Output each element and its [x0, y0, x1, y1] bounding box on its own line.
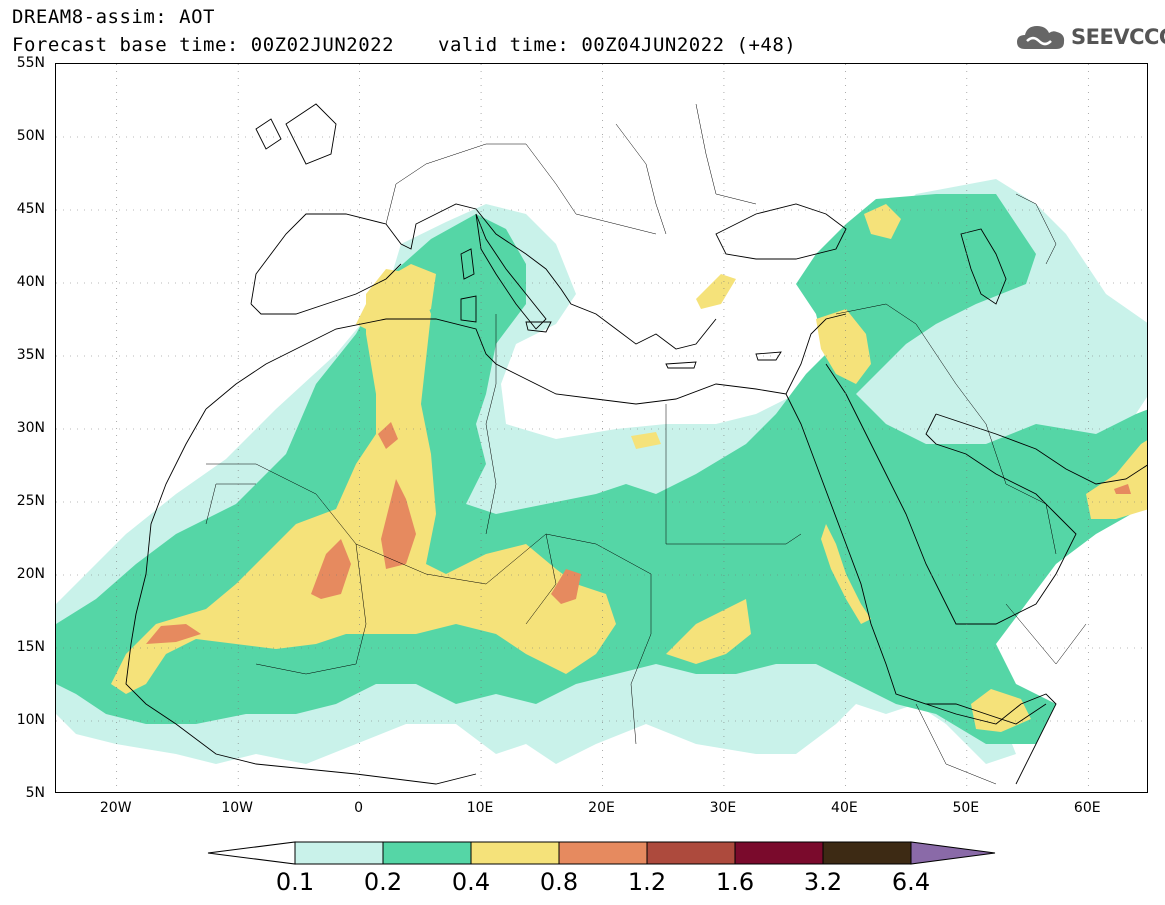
grid-lines [56, 64, 1147, 792]
colorbar-level-label: 0.4 [451, 868, 491, 896]
lon-label: 10E [466, 800, 494, 816]
colorbar-bin [470, 841, 560, 865]
seevccc-logo: SEEVCCC [1015, 22, 1165, 52]
aot-field-0.8-oman [1114, 484, 1131, 494]
aot-field-0.4-sahara [111, 269, 616, 694]
chart-title: DREAM8-assim: AOT [12, 6, 215, 28]
lat-label: 20N [16, 566, 45, 582]
aot-field-0.4-caspian [864, 204, 901, 239]
lat-label: 50N [16, 128, 45, 144]
coastlines [125, 103, 1147, 785]
colorbar-bin [734, 841, 824, 865]
lat-label: 55N [16, 55, 45, 71]
aot-field-0.4-libya [631, 432, 661, 449]
lat-label: 40N [16, 274, 45, 290]
aot-field-0.4-turkey [696, 274, 736, 309]
aot-field-0.8-mali [311, 539, 351, 599]
colorbar-level-label: 1.2 [627, 868, 667, 896]
aot-field-0.8-algeria [381, 479, 416, 569]
lon-label: 10W [221, 800, 253, 816]
country-borders [205, 103, 1087, 785]
aot-field-0.4-red-sea [821, 524, 871, 624]
lat-label: 25N [16, 493, 45, 509]
colorbar-level-label: 1.6 [715, 868, 755, 896]
colorbar-level-label: 6.4 [891, 868, 931, 896]
lat-label: 15N [16, 639, 45, 655]
logo-text: SEEVCCC [1071, 25, 1165, 49]
aot-field-0.4-sudan [666, 599, 751, 664]
aot-field-0.4-morocco [356, 264, 436, 334]
lon-label: 0 [354, 800, 364, 816]
base-time: Forecast base time: 00Z02JUN2022 [12, 34, 395, 56]
lon-label: 50E [952, 800, 980, 816]
map-panel [55, 63, 1148, 793]
lon-label: 20W [99, 800, 132, 816]
lat-label: 5N [25, 785, 45, 801]
map-canvas [56, 64, 1147, 792]
colorbar-bin [822, 841, 912, 865]
colorbar-bin [646, 841, 736, 865]
colorbar-level-label: 0.1 [275, 868, 315, 896]
lon-label: 30E [709, 800, 737, 816]
colorbar-high-arrow [910, 841, 996, 865]
aot-field-0.8-senegal [146, 624, 201, 644]
colorbar-bin [294, 841, 384, 865]
cloud-icon [1017, 26, 1065, 49]
lon-label: 60E [1073, 800, 1101, 816]
aot-field-0.4-syria [816, 309, 871, 384]
colorbar [207, 841, 996, 865]
lat-label: 35N [16, 347, 45, 363]
lat-label: 10N [16, 712, 45, 728]
lat-label: 30N [16, 420, 45, 436]
colorbar-bin [382, 841, 472, 865]
colorbar-low-arrow [207, 841, 296, 865]
lon-label: 20E [588, 800, 615, 816]
aot-field-0.4-gulf [1086, 440, 1147, 519]
aot-field-0.8-chad [551, 569, 581, 604]
colorbar-level-label: 3.2 [803, 868, 843, 896]
colorbar-level-label: 0.2 [363, 868, 403, 896]
colorbar-bin [558, 841, 648, 865]
valid-time: valid time: 00Z04JUN2022 (+48) [438, 34, 797, 56]
lon-label: 40E [831, 800, 858, 816]
chart-subtitle: Forecast base time: 00Z02JUN2022 valid ti… [12, 34, 796, 56]
lat-label: 45N [16, 201, 45, 217]
colorbar-level-label: 0.8 [539, 868, 579, 896]
